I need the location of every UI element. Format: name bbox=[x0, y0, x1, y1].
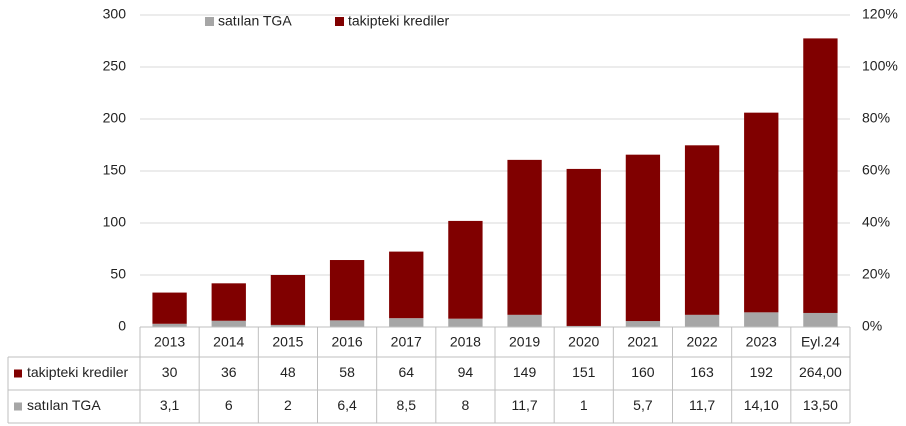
x-tick-label: Eyl.24 bbox=[801, 334, 840, 350]
table-value: 6 bbox=[225, 397, 233, 413]
y2-tick-label: 40% bbox=[862, 214, 890, 230]
bar bbox=[329, 320, 365, 327]
table-value: 149 bbox=[513, 364, 537, 380]
table-value: 11,7 bbox=[689, 397, 715, 413]
table-value: 64 bbox=[398, 364, 414, 380]
bar bbox=[211, 283, 246, 321]
table-value: 13,50 bbox=[803, 397, 838, 413]
y-tick-label: 0 bbox=[118, 318, 126, 334]
y-tick-label: 100 bbox=[103, 214, 127, 230]
table-row-label: takipteki krediler bbox=[27, 364, 128, 380]
bar bbox=[389, 318, 424, 327]
y-tick-label: 150 bbox=[103, 162, 127, 178]
bar bbox=[507, 159, 542, 315]
table-value: 8 bbox=[462, 397, 470, 413]
bar bbox=[270, 275, 306, 325]
bar bbox=[566, 168, 601, 326]
table-value: 30 bbox=[162, 364, 178, 380]
x-tick-label: 2014 bbox=[213, 334, 244, 350]
table-value: 5,7 bbox=[633, 397, 653, 413]
bar bbox=[803, 312, 838, 327]
table-value: 36 bbox=[221, 364, 237, 380]
bar bbox=[744, 312, 779, 327]
x-tick-label: 2023 bbox=[746, 334, 777, 350]
bar bbox=[803, 38, 838, 313]
bar bbox=[448, 318, 483, 327]
x-tick-label: 2019 bbox=[509, 334, 540, 350]
table-value: 94 bbox=[458, 364, 474, 380]
table-row-label: satılan TGA bbox=[27, 397, 101, 413]
legend-swatch bbox=[205, 17, 214, 26]
table-value: 160 bbox=[631, 364, 655, 380]
table-value: 1 bbox=[580, 397, 588, 413]
y2-tick-label: 120% bbox=[862, 6, 898, 22]
table-value: 58 bbox=[339, 364, 355, 380]
bar bbox=[625, 154, 661, 322]
y2-tick-label: 100% bbox=[862, 58, 898, 74]
legend-swatch bbox=[335, 17, 344, 26]
bar bbox=[566, 325, 601, 327]
bar bbox=[684, 145, 720, 315]
table-value: 14,10 bbox=[744, 397, 779, 413]
x-tick-label: 2013 bbox=[154, 334, 185, 350]
x-tick-label: 2020 bbox=[568, 334, 599, 350]
table-value: 11,7 bbox=[511, 397, 537, 413]
y2-tick-label: 80% bbox=[862, 110, 890, 126]
bar bbox=[152, 292, 187, 324]
bar bbox=[152, 323, 187, 327]
table-value: 3,1 bbox=[160, 397, 180, 413]
table-value: 6,4 bbox=[337, 397, 357, 413]
x-tick-label: 2015 bbox=[272, 334, 303, 350]
x-tick-label: 2016 bbox=[332, 334, 363, 350]
table-value: 2 bbox=[284, 397, 292, 413]
bar bbox=[211, 320, 246, 327]
y-tick-label: 300 bbox=[103, 6, 127, 22]
x-tick-label: 2022 bbox=[687, 334, 718, 350]
y2-tick-label: 60% bbox=[862, 162, 890, 178]
x-tick-label: 2021 bbox=[627, 334, 658, 350]
bar bbox=[448, 220, 483, 319]
bar bbox=[684, 314, 720, 327]
bar bbox=[329, 260, 365, 321]
y2-tick-label: 0% bbox=[862, 318, 882, 334]
table-value: 264,00 bbox=[799, 364, 842, 380]
y2-tick-label: 20% bbox=[862, 266, 890, 282]
bar bbox=[389, 251, 424, 319]
y-tick-label: 200 bbox=[103, 110, 127, 126]
bar bbox=[270, 324, 306, 327]
table-swatch bbox=[14, 369, 22, 378]
table-value: 151 bbox=[572, 364, 596, 380]
bar bbox=[744, 112, 779, 313]
x-tick-label: 2018 bbox=[450, 334, 481, 350]
bar bbox=[507, 314, 542, 327]
table-value: 48 bbox=[280, 364, 296, 380]
table-swatch bbox=[14, 402, 22, 411]
y-tick-label: 50 bbox=[110, 266, 126, 282]
y-tick-label: 250 bbox=[103, 58, 127, 74]
table-value: 163 bbox=[690, 364, 714, 380]
x-tick-label: 2017 bbox=[391, 334, 422, 350]
table-value: 8,5 bbox=[397, 397, 417, 413]
legend-label: satılan TGA bbox=[218, 13, 292, 29]
bar bbox=[625, 321, 661, 327]
table-value: 192 bbox=[750, 364, 774, 380]
legend-label: takipteki krediler bbox=[348, 13, 449, 29]
